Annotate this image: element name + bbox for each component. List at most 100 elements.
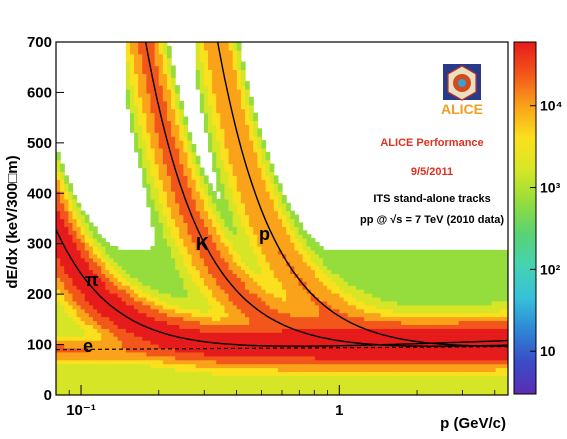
heatmap-cell	[290, 289, 295, 294]
heatmap-cell	[138, 143, 143, 149]
heatmap-cell	[286, 308, 291, 314]
heatmap-cell	[245, 136, 250, 141]
heatmap-cell	[397, 300, 402, 306]
heatmap-cell	[310, 245, 316, 251]
heatmap-cell	[208, 49, 213, 55]
heatmap-cell	[236, 120, 242, 125]
heatmap-cell	[84, 383, 90, 388]
heatmap-cell	[257, 128, 263, 133]
heatmap-cell	[286, 379, 291, 384]
heatmap-cell	[113, 328, 119, 333]
heatmap-cell	[397, 281, 402, 286]
heatmap-cell	[113, 261, 119, 267]
heatmap-cell	[129, 316, 135, 322]
heatmap-cell	[249, 100, 254, 106]
heatmap-cell	[277, 206, 283, 212]
heatmap-cell	[355, 277, 361, 282]
heatmap-cell	[84, 234, 90, 239]
heatmap-cell	[314, 277, 320, 282]
heatmap-cell	[195, 347, 201, 353]
heatmap-cell	[413, 367, 419, 373]
heatmap-cell	[290, 347, 295, 353]
heatmap-cell	[294, 261, 300, 267]
heatmap-cell	[80, 261, 86, 267]
heatmap-cell	[92, 238, 98, 243]
heatmap-cell	[105, 375, 111, 380]
heatmap-cell	[376, 391, 382, 395]
heatmap-cell	[134, 293, 139, 298]
heatmap-cell	[76, 332, 82, 337]
heatmap-cell	[216, 96, 221, 102]
heatmap-cell	[187, 304, 193, 310]
heatmap-cell	[97, 277, 102, 282]
heatmap-cell	[351, 344, 357, 349]
heatmap-cell	[212, 359, 217, 365]
heatmap-cell	[245, 316, 250, 322]
heatmap-cell	[72, 304, 78, 310]
heatmap-cell	[199, 371, 205, 376]
heatmap-cell	[323, 340, 328, 345]
heatmap-cell	[76, 230, 82, 235]
heatmap-cell	[364, 273, 369, 278]
heatmap-cell	[224, 132, 230, 137]
heatmap-cell	[220, 375, 226, 380]
heatmap-cell	[109, 289, 115, 294]
heatmap-cell	[129, 85, 135, 90]
heatmap-cell	[257, 143, 263, 149]
heatmap-cell	[240, 281, 246, 286]
heatmap-cell	[92, 249, 98, 255]
heatmap-cell	[245, 140, 250, 145]
heatmap-cell	[273, 324, 279, 329]
heatmap-cell	[166, 104, 172, 110]
heatmap-cell	[306, 304, 312, 310]
heatmap-cell	[203, 100, 209, 106]
heatmap-cell	[183, 324, 189, 329]
heatmap-cell	[310, 312, 316, 318]
heatmap-cell	[146, 147, 152, 153]
heatmap-cell	[224, 128, 230, 133]
heatmap-cell	[195, 226, 201, 231]
heatmap-cell	[302, 320, 308, 325]
heatmap-cell	[203, 89, 209, 94]
heatmap-cell	[68, 351, 74, 357]
heatmap-cell	[364, 336, 369, 341]
heatmap-cell	[179, 112, 184, 118]
heatmap-cell	[199, 367, 205, 373]
heatmap-cell	[240, 391, 246, 395]
heatmap-cell	[236, 300, 242, 306]
heatmap-cell	[68, 324, 74, 329]
heatmap-cell	[216, 234, 221, 239]
heatmap-cell	[203, 312, 209, 318]
heatmap-cell	[368, 351, 373, 357]
heatmap-cell	[294, 265, 300, 271]
heatmap-cell	[314, 281, 320, 286]
heatmap-cell	[203, 253, 209, 259]
heatmap-cell	[245, 367, 250, 373]
heatmap-cell	[105, 328, 111, 333]
heatmap-cell	[76, 245, 82, 251]
heatmap-cell	[245, 359, 250, 365]
heatmap-cell	[171, 175, 176, 180]
heatmap-cell	[195, 238, 201, 243]
heatmap-cell	[150, 285, 156, 290]
heatmap-cell	[125, 249, 131, 255]
heatmap-cell	[249, 347, 254, 353]
heatmap-cell	[236, 316, 242, 322]
heatmap-cell	[273, 285, 279, 290]
heatmap-cell	[380, 344, 386, 349]
heatmap-cell	[335, 269, 341, 275]
heatmap-cell	[249, 344, 254, 349]
heatmap-cell	[154, 379, 160, 384]
heatmap-cell	[109, 285, 115, 290]
heatmap-cell	[384, 347, 390, 353]
heatmap-cell	[253, 351, 258, 357]
heatmap-cell	[134, 140, 139, 145]
heatmap-cell	[310, 383, 316, 388]
heatmap-cell	[203, 222, 209, 227]
heatmap-cell	[232, 147, 238, 153]
heatmap-cell	[56, 155, 61, 161]
heatmap-cell	[310, 367, 316, 373]
heatmap-cell	[92, 296, 98, 302]
heatmap-cell	[84, 355, 90, 361]
heatmap-cell	[150, 198, 156, 204]
